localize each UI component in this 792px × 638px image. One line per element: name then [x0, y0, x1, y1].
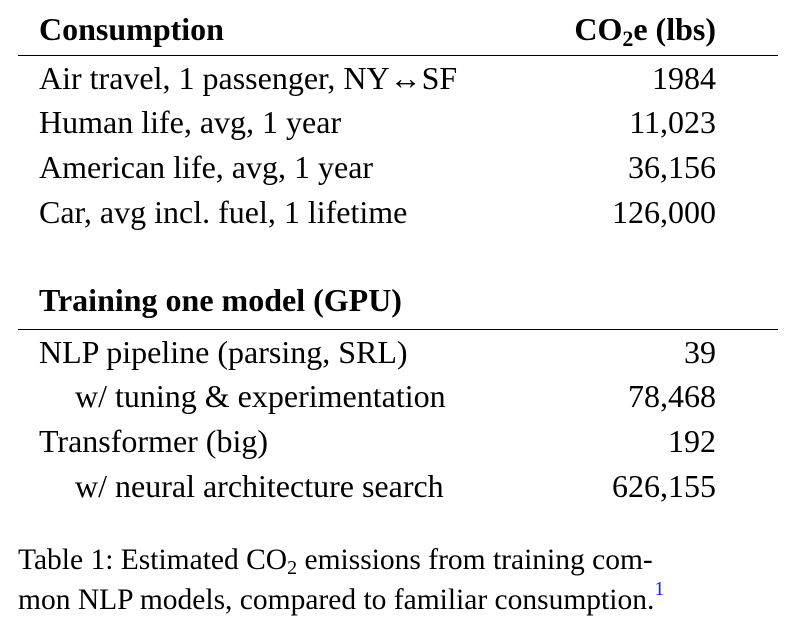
- caption-prefix: Table 1: Estimated CO: [18, 544, 288, 576]
- table-row: w/ tuning & experimentation 78,468: [18, 374, 778, 419]
- table-header-consumption: Consumption CO2e (lbs): [18, 0, 778, 55]
- column-header-co2e: CO2e (lbs): [574, 0, 716, 58]
- caption-line-2: mon NLP models, compared to familiar con…: [18, 578, 758, 620]
- header-rule-training: [18, 329, 778, 330]
- row-label: Air travel, 1 passenger, NY↔SF: [39, 60, 458, 96]
- header-rule-consumption: [18, 55, 778, 56]
- emissions-table: Consumption CO2e (lbs) Air travel, 1 pas…: [18, 0, 778, 509]
- row-value: 78,468: [628, 378, 716, 414]
- row-value: 626,155: [612, 468, 716, 504]
- caption-line-1: Table 1: Estimated CO2 emissions from tr…: [18, 540, 758, 580]
- footnote-link[interactable]: 1: [654, 578, 665, 600]
- table-caption: Table 1: Estimated CO2 emissions from tr…: [18, 540, 758, 620]
- row-value: 39: [684, 334, 716, 370]
- table-row: American life, avg, 1 year 36,156: [18, 145, 778, 190]
- row-label: Human life, avg, 1 year: [39, 104, 342, 140]
- caption-suffix: emissions from training com-: [297, 544, 653, 576]
- row-value: 126,000: [612, 194, 716, 230]
- table-header-training: Training one model (GPU): [18, 279, 778, 329]
- row-label: NLP pipeline (parsing, SRL): [39, 334, 408, 370]
- table-row: w/ neural architecture search 626,155: [18, 464, 778, 509]
- co2e-prefix: CO: [574, 11, 623, 47]
- table-row: Car, avg incl. fuel, 1 lifetime 126,000: [18, 190, 778, 235]
- co2e-subscript: 2: [622, 26, 634, 51]
- row-label: American life, avg, 1 year: [39, 149, 374, 185]
- table-row: Human life, avg, 1 year 11,023: [18, 100, 778, 145]
- row-value: 11,023: [629, 104, 716, 140]
- section-header-training: Training one model (GPU): [39, 282, 402, 318]
- row-value: 192: [668, 423, 716, 459]
- table-row: Air travel, 1 passenger, NY↔SF 1984: [18, 56, 778, 100]
- column-header-consumption: Consumption: [39, 11, 224, 47]
- row-label: Transformer (big): [39, 423, 268, 459]
- table-row: NLP pipeline (parsing, SRL) 39: [18, 330, 778, 374]
- co2e-suffix: e (lbs): [633, 11, 716, 47]
- row-label: w/ tuning & experimentation: [75, 378, 446, 414]
- row-label: w/ neural architecture search: [75, 468, 444, 504]
- caption-subscript: 2: [287, 557, 298, 579]
- row-value: 1984: [652, 60, 716, 96]
- section-spacer: [18, 235, 778, 279]
- row-label: Car, avg incl. fuel, 1 lifetime: [39, 194, 408, 230]
- table-row: Transformer (big) 192: [18, 419, 778, 464]
- row-value: 36,156: [628, 149, 716, 185]
- caption-line-2-text: mon NLP models, compared to familiar con…: [18, 584, 655, 616]
